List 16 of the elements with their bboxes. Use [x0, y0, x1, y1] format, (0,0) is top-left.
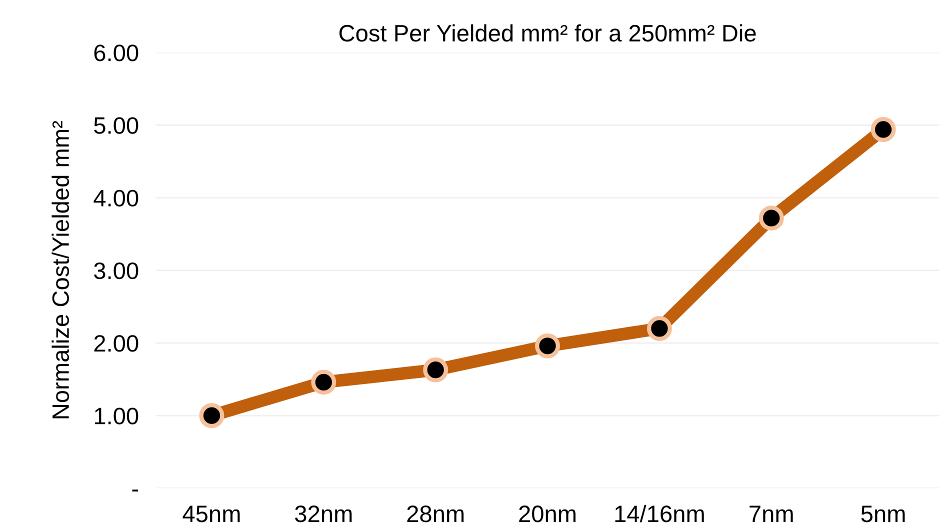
x-tick-label: 28nm [407, 506, 464, 522]
y-tick-label: 5.00 [94, 117, 138, 134]
y-tick-label: 1.00 [94, 408, 138, 424]
y-tick-label: 6.00 [94, 44, 138, 62]
y-tick-label: - [132, 490, 138, 492]
x-tick-label: 14/16nm [615, 504, 704, 522]
y-tick-label: 4.00 [94, 190, 138, 207]
x-tick-label: 32nm [295, 506, 352, 522]
y-tick-label: 2.00 [94, 335, 138, 352]
x-tick-label: 45nm [182, 506, 240, 522]
x-tick-label: 20nm [519, 506, 576, 522]
y-axis-title: Normalize Cost/Yielded mm² [52, 121, 70, 418]
x-tick-label: 7nm [750, 506, 793, 522]
y-tick-label: 3.00 [94, 262, 138, 280]
x-tick-label: 5nm [861, 506, 905, 522]
chart-title: Cost Per Yielded mm² for a 250mm² Die [339, 24, 756, 42]
